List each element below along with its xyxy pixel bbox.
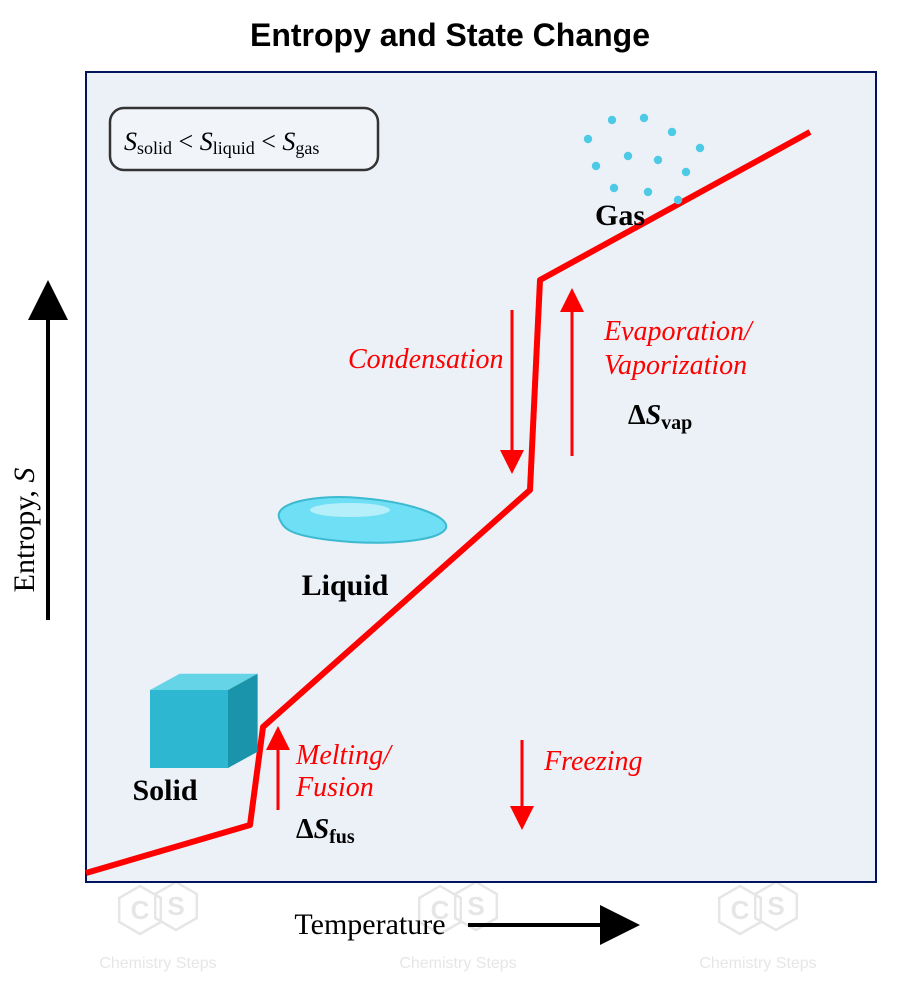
svg-text:Chemistry Steps: Chemistry Steps (699, 955, 816, 972)
svg-text:C: C (731, 895, 750, 925)
svg-text:S: S (767, 891, 784, 921)
condensation-label: Condensation (348, 344, 504, 375)
diagram-root: CSChemistry StepsCSChemistry StepsCSChem… (0, 0, 900, 990)
gas-label: Gas (595, 199, 645, 232)
y-axis-label: Entropy, S (8, 468, 41, 593)
freezing-label: Freezing (543, 746, 643, 777)
watermarks: CSChemistry StepsCSChemistry StepsCSChem… (99, 882, 816, 972)
evaporation-label-2: Vaporization (604, 350, 747, 381)
evaporation-label-1: Evaporation/ (603, 316, 754, 347)
svg-text:C: C (131, 895, 150, 925)
diagram-svg: CSChemistry StepsCSChemistry StepsCSChem… (0, 0, 900, 990)
svg-text:Chemistry Steps: Chemistry Steps (399, 955, 516, 972)
melting-label-1: Melting/ (295, 740, 393, 771)
inequality-box: Ssolid < Sliquid < Sgas (110, 108, 378, 170)
solid-icon (150, 674, 258, 768)
chart-title: Entropy and State Change (250, 17, 650, 53)
svg-text:S: S (467, 891, 484, 921)
solid-label: Solid (132, 774, 197, 807)
x-axis-label: Temperature (294, 908, 445, 941)
melting-label-2: Fusion (295, 772, 374, 803)
svg-text:S: S (167, 891, 184, 921)
liquid-label: Liquid (302, 569, 389, 602)
svg-text:Chemistry Steps: Chemistry Steps (99, 955, 216, 972)
